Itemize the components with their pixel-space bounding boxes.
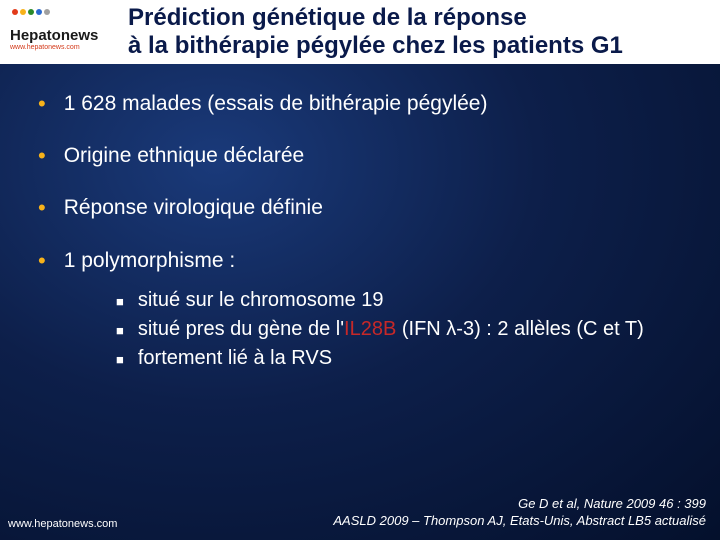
bullet-text: 1 628 malades (essais de bithérapie pégy…: [64, 92, 488, 116]
title-line1: Prédiction génétique de la réponse: [128, 4, 527, 31]
slide: Hepatonews www.hepatonews.com Prédiction…: [0, 0, 720, 540]
bullet-item: • Réponse virologique définie: [38, 196, 700, 220]
bullet-icon: •: [38, 92, 46, 116]
footer: www.hepatonews.com Ge D et al, Nature 20…: [0, 495, 706, 530]
sub-bullet-list: ■ situé sur le chromosome 19 ■ situé pre…: [116, 287, 700, 372]
dot-icon: [44, 9, 50, 15]
footer-url: www.hepatonews.com: [8, 518, 117, 530]
page-title: Prédiction génétique de la réponse à la …: [128, 4, 720, 59]
dot-icon: [20, 9, 26, 15]
bullet-item: • 1 628 malades (essais de bithérapie pé…: [38, 92, 700, 116]
content-area: • 1 628 malades (essais de bithérapie pé…: [38, 92, 700, 374]
citation-line1: Ge D et al, Nature 2009 46 : 399: [518, 496, 706, 511]
sub-bullet-text: situé sur le chromosome 19: [138, 287, 384, 314]
square-bullet-icon: ■: [116, 293, 124, 311]
bullet-item: • Origine ethnique déclarée: [38, 144, 700, 168]
sub-bullet-item: ■ fortement lié à la RVS: [116, 345, 700, 372]
logo-text: Hepatonews: [10, 27, 120, 44]
bullet-icon: •: [38, 144, 46, 168]
title-line2: à la bithérapie pégylée chez les patient…: [128, 32, 623, 59]
dot-icon: [12, 9, 18, 15]
dot-icon: [36, 9, 42, 15]
header-bar: Hepatonews www.hepatonews.com Prédiction…: [0, 0, 720, 64]
highlight-text: IL28B: [344, 318, 396, 340]
bullet-icon: •: [38, 249, 46, 273]
bullet-text: 1 polymorphisme :: [64, 249, 236, 273]
bullet-text: Réponse virologique définie: [64, 196, 323, 220]
square-bullet-icon: ■: [116, 351, 124, 369]
citation: Ge D et al, Nature 2009 46 : 399 AASLD 2…: [333, 495, 706, 530]
sub-bullet-item: ■ situé sur le chromosome 19: [116, 287, 700, 314]
bullet-icon: •: [38, 196, 46, 220]
sub-bullet-text: fortement lié à la RVS: [138, 345, 332, 372]
logo-url: www.hepatonews.com: [10, 44, 120, 51]
logo: Hepatonews www.hepatonews.com: [8, 5, 120, 59]
logo-dots: [12, 9, 50, 15]
citation-line2: AASLD 2009 – Thompson AJ, Etats-Unis, Ab…: [333, 513, 706, 528]
sub-bullet-text: situé pres du gène de l'IL28B (IFN λ-3) …: [138, 316, 644, 343]
sub-bullet-item: ■ situé pres du gène de l'IL28B (IFN λ-3…: [116, 316, 700, 343]
dot-icon: [28, 9, 34, 15]
bullet-text: Origine ethnique déclarée: [64, 144, 305, 168]
bullet-item: • 1 polymorphisme :: [38, 249, 700, 273]
square-bullet-icon: ■: [116, 322, 124, 340]
